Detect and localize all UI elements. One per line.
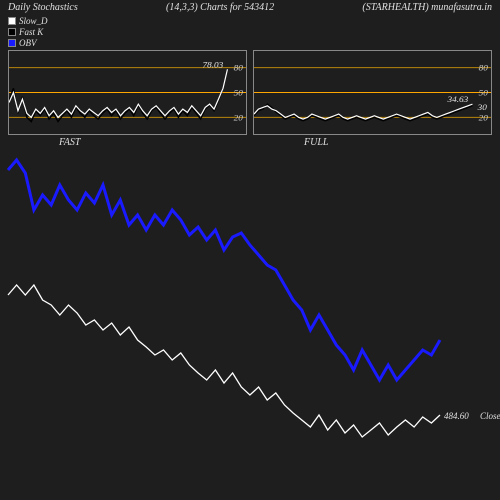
svg-text:78.03: 78.03 bbox=[202, 60, 223, 70]
legend-slow-d: Slow_D bbox=[8, 15, 492, 26]
legend-fast-k: Fast K bbox=[8, 26, 492, 37]
legend: Slow_D Fast K OBV bbox=[0, 15, 500, 48]
svg-text:30: 30 bbox=[477, 102, 488, 112]
main-chart: 484.60 Close bbox=[0, 155, 500, 495]
legend-fast-k-label: Fast K bbox=[19, 27, 43, 37]
chart-params: (14,3,3) Charts for 543412 bbox=[166, 2, 274, 13]
svg-text:80: 80 bbox=[234, 63, 244, 73]
svg-text:20: 20 bbox=[234, 113, 244, 123]
chart-title: Daily Stochastics bbox=[8, 2, 78, 13]
svg-text:34.63: 34.63 bbox=[446, 94, 468, 104]
svg-text:50: 50 bbox=[234, 88, 244, 98]
svg-text:50: 50 bbox=[479, 88, 489, 98]
full-chart: 80 50 20 34.63 30 bbox=[254, 51, 491, 134]
swatch-slow-d bbox=[8, 17, 16, 25]
swatch-obv bbox=[8, 39, 16, 47]
swatch-fast-k bbox=[8, 28, 16, 36]
full-panel: 80502034.6330 FULL bbox=[253, 50, 492, 135]
fast-panel: 80502078.03 FAST bbox=[8, 50, 247, 135]
svg-text:484.60: 484.60 bbox=[444, 411, 469, 421]
legend-slow-d-label: Slow_D bbox=[19, 16, 48, 26]
full-panel-label: FULL bbox=[304, 137, 328, 148]
fast-chart: 80 50 20 78.03 bbox=[9, 51, 246, 134]
legend-obv: OBV bbox=[8, 37, 492, 48]
main-chart-svg: 484.60 Close bbox=[0, 155, 500, 495]
svg-text:80: 80 bbox=[479, 63, 489, 73]
fast-panel-label: FAST bbox=[59, 137, 81, 148]
svg-text:Close: Close bbox=[480, 411, 500, 421]
legend-obv-label: OBV bbox=[19, 38, 37, 48]
svg-text:20: 20 bbox=[479, 113, 489, 123]
chart-subtitle: (STARHEALTH) munafasutra.in bbox=[362, 2, 492, 13]
